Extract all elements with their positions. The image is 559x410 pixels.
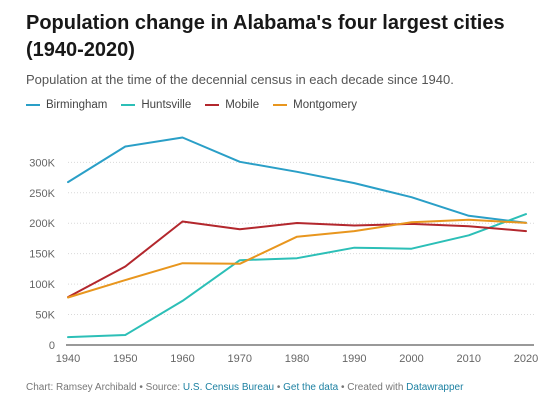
y-tick-label: 150K: [29, 249, 55, 261]
y-tick-label: 100K: [29, 279, 55, 291]
y-tick-label: 300K: [29, 157, 55, 169]
x-tick-label: 2010: [457, 353, 481, 365]
footer-created-with: • Created with: [338, 382, 407, 393]
x-tick-label: 1960: [170, 353, 194, 365]
line-chart: 0 50K 100K 150K 200K 250K 300K 1940 1950 1960 1970…: [29, 136, 538, 365]
chart-title: Population change in Alabama's four larg…: [26, 12, 505, 61]
legend-item-huntsville: Huntsville: [121, 99, 191, 111]
legend-swatch: [26, 104, 40, 106]
x-tick-label: 1990: [342, 353, 366, 365]
x-tick-label: 1940: [56, 353, 80, 365]
legend-item-mobile: Mobile: [205, 99, 259, 111]
series-line-montgomery: [67, 218, 527, 299]
x-tick-label: 2020: [514, 353, 538, 365]
legend-label: Birmingham: [46, 99, 108, 111]
y-tick-label: 250K: [29, 188, 55, 200]
legend-label: Montgomery: [293, 99, 358, 111]
legend-swatch: [121, 104, 136, 106]
legend-label: Mobile: [225, 99, 260, 111]
legend-label: Huntsville: [141, 99, 192, 111]
datawrapper-link[interactable]: Datawrapper: [406, 382, 464, 393]
footer-separator: •: [274, 382, 284, 393]
series-line-mobile: [67, 220, 527, 299]
x-tick-label: 1950: [113, 353, 137, 365]
legend-item-montgomery: Montgomery: [273, 99, 357, 111]
chart-footer: Chart: Ramsey Archibald • Source: U.S. C…: [26, 382, 463, 393]
legend-swatch: [205, 104, 220, 106]
x-tick-label: 2000: [399, 353, 423, 365]
y-tick-label: 200K: [29, 218, 55, 230]
legend: Birmingham Huntsville Mobile Montgomery: [26, 99, 371, 111]
legend-swatch: [273, 104, 288, 106]
x-tick-label: 1980: [285, 353, 309, 365]
y-tick-label: 0: [49, 340, 55, 352]
series-line-birmingham: [67, 136, 527, 224]
y-tick-label: 50K: [35, 310, 55, 322]
legend-item-birmingham: Birmingham: [26, 99, 107, 111]
get-data-link[interactable]: Get the data: [283, 382, 339, 393]
footer-credit: Chart: Ramsey Archibald • Source:: [26, 382, 183, 393]
chart-subtitle: Population at the time of the decennial …: [26, 72, 454, 87]
x-tick-label: 1970: [228, 353, 252, 365]
series-line-huntsville: [67, 213, 527, 339]
source-link[interactable]: U.S. Census Bureau: [182, 382, 275, 393]
